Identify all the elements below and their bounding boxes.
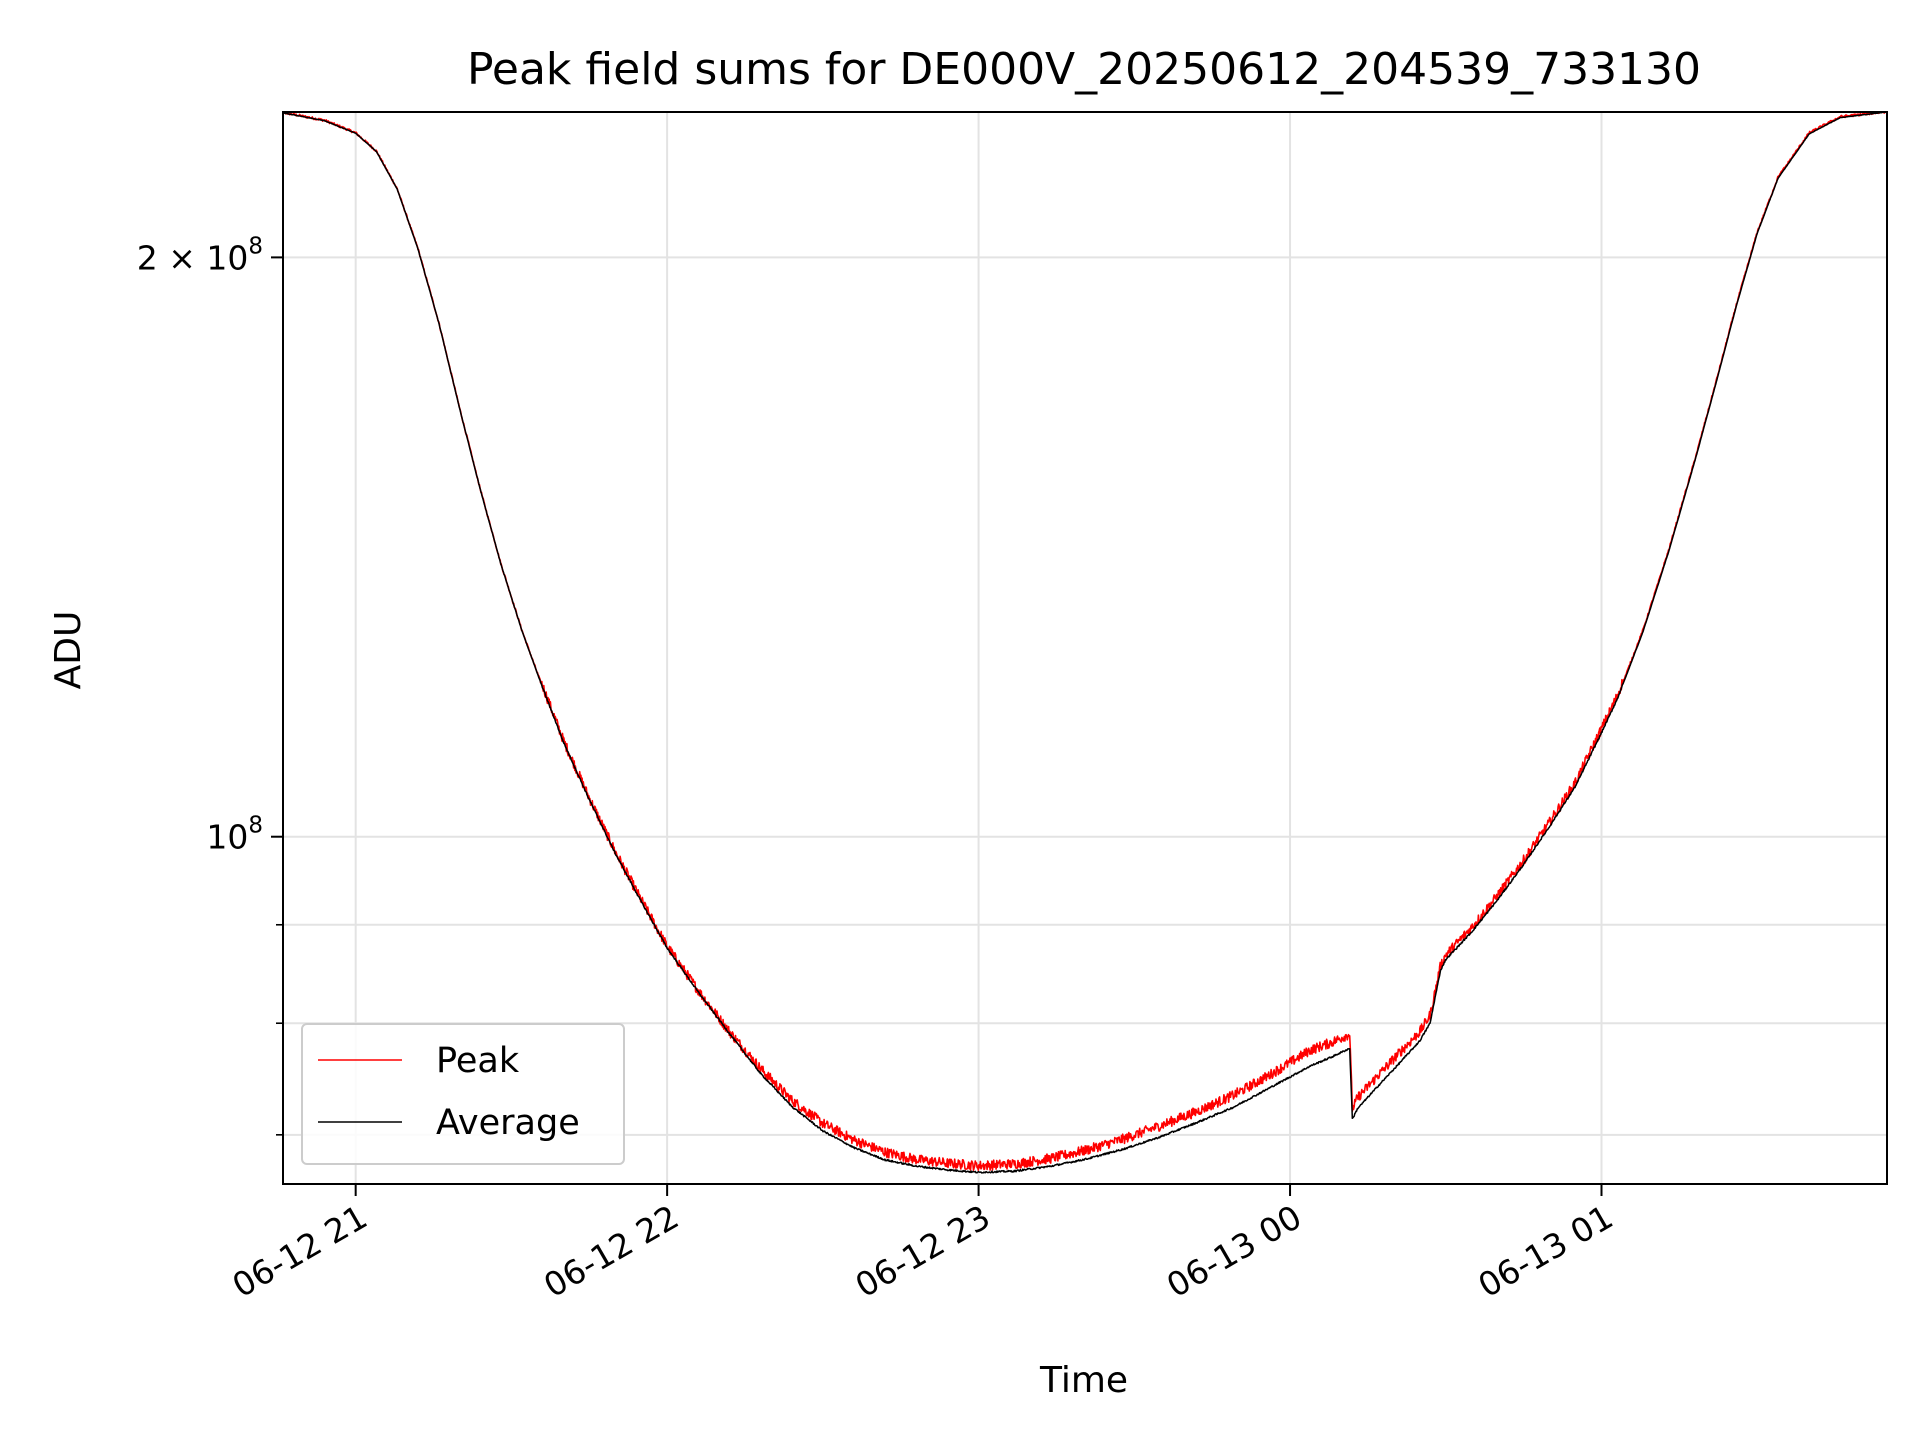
legend-label-average: Average (436, 1103, 580, 1143)
y-tick-label: 108 (206, 813, 263, 857)
y-tick-label-base: 2 × 10 (137, 238, 249, 277)
y-tick-label: 2 × 108 (137, 233, 263, 277)
series-line-peak (283, 112, 1887, 1171)
series-line-average (283, 112, 1887, 1174)
y-axis-label: ADU (48, 611, 89, 690)
chart-title: Peak field sums for DE000V_20250612_2045… (467, 44, 1701, 95)
plot-frame (282, 111, 1888, 1185)
y-tick-label-exponent: 8 (248, 813, 263, 839)
legend-box (301, 1023, 625, 1165)
legend-label-peak: Peak (436, 1041, 520, 1081)
series-lines (283, 112, 1887, 1174)
x-axis-label: Time (1039, 1360, 1128, 1401)
y-tick-label-exponent: 8 (248, 233, 263, 259)
legend: Peak Average (301, 1023, 625, 1165)
y-tick-label-base: 10 (206, 818, 248, 857)
